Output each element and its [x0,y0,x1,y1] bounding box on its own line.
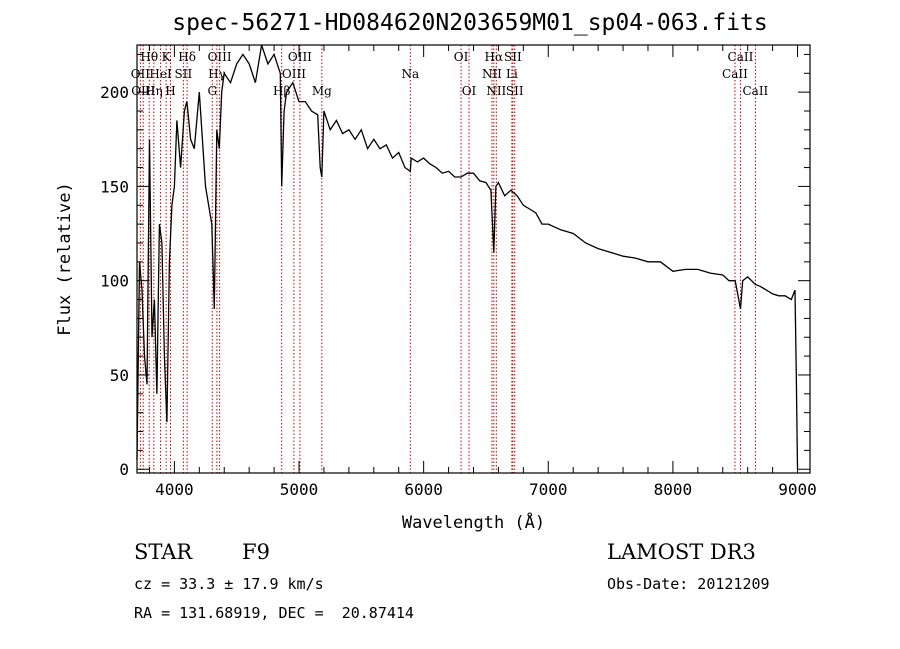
line-label: K [162,50,172,64]
line-label: OIII [288,50,312,64]
y-tick-label: 0 [119,460,129,479]
line-label: Hα [485,50,504,64]
line-label: Hγ [208,67,226,81]
line-label: CaII [722,67,748,81]
line-label: H [165,84,175,98]
subclass-label: F9 [242,540,270,564]
class-label: STAR [134,540,193,564]
line-label: Li [506,67,518,81]
axis-ticks: 4000 5000 6000 7000 8000 9000 0 50 100 150 200 [100,45,817,499]
line-label: OI [462,84,477,98]
line-label: OII [131,67,151,81]
obs-date-label: Obs-Date: 20121209 [607,575,770,593]
redshift-label: cz = 33.3 ± 17.9 km/s [134,575,324,593]
x-tick-label: 5000 [280,480,319,499]
plot-frame [136,44,811,474]
line-label: Hη [145,84,163,98]
line-label: HeI [149,67,172,81]
coordinates-label: RA = 131.68919, DEC = 20.87414 [134,604,414,622]
line-label: Hδ [178,50,196,64]
line-label: NII [482,67,502,81]
chart-title: spec-56271-HD084620N203659M01_sp04-063.f… [172,10,768,36]
line-label: SII [504,50,522,64]
y-tick-label: 150 [100,177,129,196]
line-label: OI [454,50,469,64]
line-label: Mg [312,84,332,98]
x-tick-label: 6000 [404,480,443,499]
line-label: OIII [208,50,232,64]
spectral-line-markers [139,45,756,473]
line-label: Hθ [140,50,158,64]
y-tick-label: 100 [100,272,129,291]
line-label: CaII [728,50,754,64]
y-axis-label: Flux (relative) [55,182,75,336]
x-tick-label: 9000 [778,480,817,499]
line-label: OIII [282,67,306,81]
line-label: OIII [131,84,155,98]
line-label: SII [175,67,193,81]
line-label: CaII [742,84,768,98]
line-label: G [207,84,217,98]
survey-label: LAMOST DR3 [607,540,756,564]
x-tick-label: 4000 [155,480,194,499]
line-label: SII [506,84,524,98]
x-tick-label: 7000 [529,480,568,499]
line-label: NII [486,84,506,98]
x-axis-label: Wavelength (Å) [402,511,545,533]
y-tick-label: 50 [110,366,129,385]
y-tick-label: 200 [100,83,129,102]
line-label: Na [401,67,419,81]
spectrum-line [136,44,799,470]
line-label: Hβ [273,84,290,98]
x-tick-label: 8000 [654,480,693,499]
